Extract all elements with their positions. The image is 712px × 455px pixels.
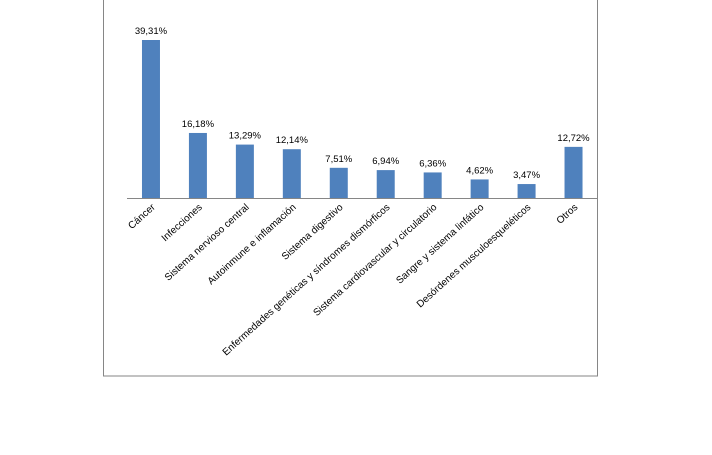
value-label: 6,94% [372,156,399,167]
value-label: 13,29% [229,131,262,142]
value-label: 12,72% [557,133,590,144]
bar [282,149,301,198]
bar [564,146,583,198]
value-label: 39,31% [135,26,168,37]
chart-frame [103,0,598,377]
value-label: 6,36% [419,158,446,169]
bar [470,179,489,198]
bar [188,132,207,198]
value-label: 12,14% [276,135,309,146]
bar [376,170,395,198]
bar [329,167,348,198]
bar [141,40,160,198]
value-label: 16,18% [182,119,215,130]
bar [423,172,442,198]
bar [235,144,254,198]
value-label: 4,62% [466,165,493,176]
value-label: 7,51% [325,154,352,165]
value-label: 3,47% [513,170,540,181]
bar [517,184,536,198]
